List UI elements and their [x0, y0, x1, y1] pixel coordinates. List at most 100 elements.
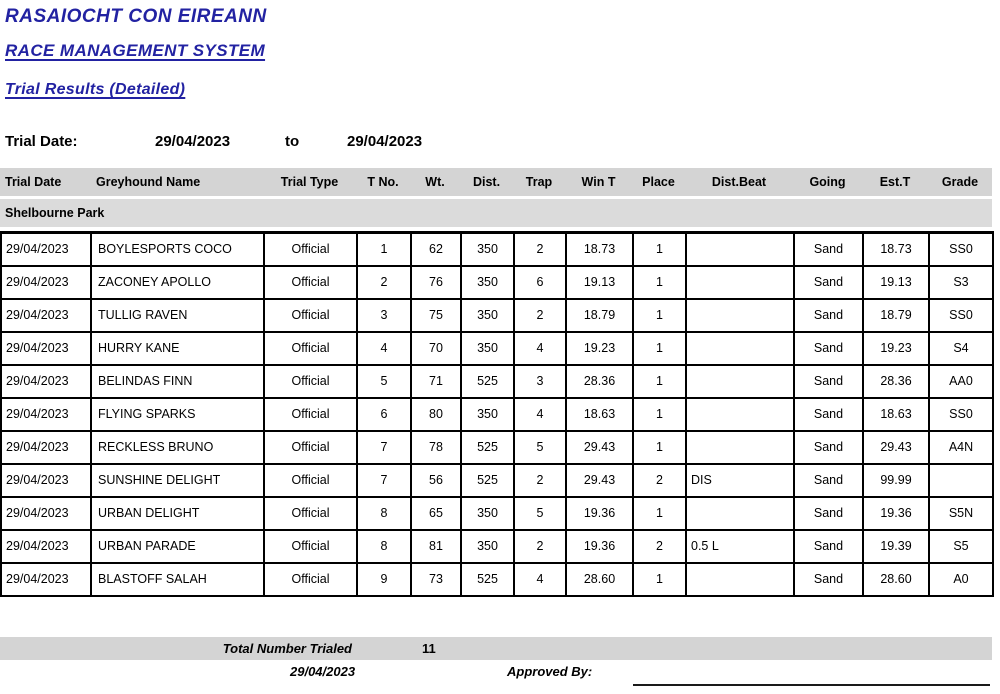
table-cell: Official: [263, 528, 358, 564]
table-cell: Sand: [793, 429, 864, 465]
table-cell: 29/04/2023: [0, 264, 92, 300]
table-cell: 70: [410, 330, 462, 366]
table-cell: 28.36: [862, 363, 930, 399]
table-cell: Sand: [793, 528, 864, 564]
table-cell: 2: [632, 528, 687, 564]
table-cell: 76: [410, 264, 462, 300]
table-cell: 7: [356, 429, 412, 465]
trial-date-label: Trial Date:: [5, 133, 78, 150]
table-row: 29/04/2023 ZACONEY APOLLO Official 2 76 350 6 1…: [0, 264, 994, 300]
table-cell: 350: [460, 495, 515, 531]
table-cell: URBAN PARADE: [90, 528, 265, 564]
table-cell: 19.36: [862, 495, 930, 531]
table-cell: Sand: [793, 462, 864, 498]
total-trialed-label: Total Number Trialed: [222, 641, 352, 656]
table-row: 29/04/2023 BELINDAS FINN Official 5 71 525 3 28…: [0, 363, 994, 399]
column-header: Greyhound Name: [96, 175, 201, 189]
table-cell: [685, 396, 795, 432]
table-cell: 19.23: [862, 330, 930, 366]
table-cell: 4: [356, 330, 412, 366]
table-cell: DIS: [685, 462, 795, 498]
table-cell: [685, 429, 795, 465]
table-cell: 80: [410, 396, 462, 432]
table-cell: Official: [263, 231, 358, 267]
table-cell: S5N: [928, 495, 994, 531]
table-cell: Official: [263, 462, 358, 498]
table-cell: 29/04/2023: [0, 528, 92, 564]
table-cell: 99.99: [862, 462, 930, 498]
trial-date-to-label: to: [285, 133, 300, 150]
table-cell: [685, 495, 795, 531]
table-cell: Sand: [793, 363, 864, 399]
table-cell: 29.43: [565, 462, 634, 498]
table-cell: 525: [460, 363, 515, 399]
table-cell: 350: [460, 264, 515, 300]
table-cell: 3: [513, 363, 567, 399]
table-cell: Official: [263, 363, 358, 399]
table-cell: SS0: [928, 396, 994, 432]
column-header: T No.: [367, 175, 399, 189]
table-cell: 2: [513, 462, 567, 498]
table-row: 29/04/2023 FLYING SPARKS Official 6 80 350 4 18…: [0, 396, 994, 432]
approved-by-label: Approved By:: [507, 664, 593, 679]
trial-date-range: Trial Date: 29/04/2023 to 29/04/2023: [0, 133, 1000, 153]
table-row: 29/04/2023 HURRY KANE Official 4 70 350 4 19.23…: [0, 330, 994, 366]
table-cell: 29/04/2023: [0, 429, 92, 465]
table-cell: 29/04/2023: [0, 297, 92, 333]
table-cell: 4: [513, 396, 567, 432]
table-cell: 4: [513, 330, 567, 366]
table-cell: [928, 462, 994, 498]
table-column-header-row: Trial Date Greyhound Name Trial Type T No. W…: [0, 168, 992, 196]
approved-signature-line: [633, 684, 990, 686]
table-cell: Sand: [793, 231, 864, 267]
table-cell: RECKLESS BRUNO: [90, 429, 265, 465]
table-cell: 19.39: [862, 528, 930, 564]
table-cell: 3: [356, 297, 412, 333]
table-cell: 525: [460, 429, 515, 465]
table-cell: Sand: [793, 297, 864, 333]
table-cell: 1: [632, 363, 687, 399]
table-cell: 7: [356, 462, 412, 498]
table-cell: URBAN DELIGHT: [90, 495, 265, 531]
table-cell: 71: [410, 363, 462, 399]
table-cell: 4: [513, 561, 567, 597]
table-row: 29/04/2023 URBAN PARADE Official 8 81 350 2 19.…: [0, 528, 994, 564]
table-row: 29/04/2023 SUNSHINE DELIGHT Official 7 56 525…: [0, 462, 994, 498]
column-header: Place: [642, 175, 675, 189]
table-cell: 18.79: [862, 297, 930, 333]
table-cell: 1: [632, 429, 687, 465]
table-cell: 28.60: [565, 561, 634, 597]
table-cell: 350: [460, 231, 515, 267]
table-row: 29/04/2023 URBAN DELIGHT Official 8 65 350 5 19…: [0, 495, 994, 531]
table-cell: 19.36: [565, 528, 634, 564]
table-cell: 350: [460, 396, 515, 432]
table-cell: [685, 264, 795, 300]
table-cell: 78: [410, 429, 462, 465]
table-cell: Official: [263, 429, 358, 465]
table-cell: 29/04/2023: [0, 495, 92, 531]
table-cell: 1: [632, 264, 687, 300]
table-cell: SUNSHINE DELIGHT: [90, 462, 265, 498]
table-cell: 18.79: [565, 297, 634, 333]
table-cell: 29/04/2023: [0, 462, 92, 498]
table-cell: 8: [356, 528, 412, 564]
table-cell: 65: [410, 495, 462, 531]
table-cell: S4: [928, 330, 994, 366]
table-cell: [685, 297, 795, 333]
table-cell: Sand: [793, 495, 864, 531]
trial-date-from: 29/04/2023: [155, 133, 231, 150]
trial-date-to: 29/04/2023: [347, 133, 423, 150]
table-cell: 1: [632, 495, 687, 531]
table-cell: Sand: [793, 396, 864, 432]
table-cell: 5: [513, 495, 567, 531]
table-cell: [685, 231, 795, 267]
table-cell: 19.13: [565, 264, 634, 300]
table-cell: 0.5 L: [685, 528, 795, 564]
column-header: Dist.: [472, 175, 501, 189]
table-cell: 2: [513, 528, 567, 564]
table-cell: 18.73: [565, 231, 634, 267]
track-group-header: Shelbourne Park: [0, 199, 992, 227]
table-cell: Official: [263, 495, 358, 531]
table-cell: 525: [460, 561, 515, 597]
table-cell: 75: [410, 297, 462, 333]
